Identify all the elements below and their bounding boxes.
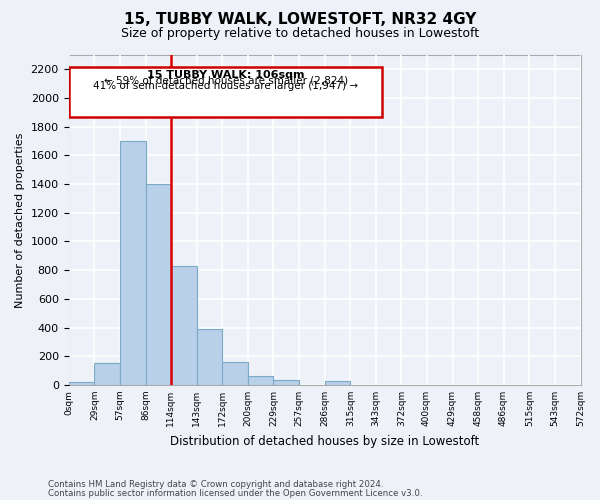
X-axis label: Distribution of detached houses by size in Lowestoft: Distribution of detached houses by size … [170, 434, 479, 448]
Text: Size of property relative to detached houses in Lowestoft: Size of property relative to detached ho… [121, 28, 479, 40]
Bar [119, 141, 146, 385]
Bar [70, 67, 382, 116]
Text: 15 TUBBY WALK: 106sqm: 15 TUBBY WALK: 106sqm [147, 70, 304, 80]
Bar [146, 184, 170, 385]
Text: Contains public sector information licensed under the Open Government Licence v3: Contains public sector information licen… [48, 489, 422, 498]
Bar [274, 380, 299, 385]
Bar [197, 329, 223, 385]
Bar [68, 382, 94, 385]
Y-axis label: Number of detached properties: Number of detached properties [15, 132, 25, 308]
Bar [223, 362, 248, 385]
Bar [248, 376, 274, 385]
Text: 15, TUBBY WALK, LOWESTOFT, NR32 4GY: 15, TUBBY WALK, LOWESTOFT, NR32 4GY [124, 12, 476, 28]
Text: Contains HM Land Registry data © Crown copyright and database right 2024.: Contains HM Land Registry data © Crown c… [48, 480, 383, 489]
Text: ← 59% of detached houses are smaller (2,824): ← 59% of detached houses are smaller (2,… [104, 76, 347, 86]
Bar [325, 382, 350, 385]
Bar [94, 362, 119, 385]
Text: 41% of semi-detached houses are larger (1,947) →: 41% of semi-detached houses are larger (… [93, 82, 358, 92]
Bar [170, 266, 197, 385]
